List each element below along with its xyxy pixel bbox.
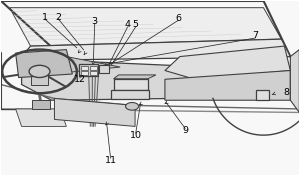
Bar <box>114 79 148 90</box>
Text: 9: 9 <box>182 126 188 135</box>
Polygon shape <box>31 56 49 84</box>
Polygon shape <box>16 50 72 77</box>
Text: 8: 8 <box>284 88 290 97</box>
Circle shape <box>125 102 139 110</box>
Bar <box>99 65 109 73</box>
Polygon shape <box>22 39 290 60</box>
Bar <box>81 71 88 75</box>
Polygon shape <box>22 56 290 100</box>
Text: 2: 2 <box>55 13 61 22</box>
Text: 11: 11 <box>105 156 117 165</box>
Bar <box>256 90 268 100</box>
Text: 3: 3 <box>92 17 98 26</box>
Polygon shape <box>32 100 50 109</box>
Polygon shape <box>16 109 66 126</box>
Text: 5: 5 <box>133 20 139 29</box>
Polygon shape <box>165 71 290 100</box>
Text: 7: 7 <box>252 32 258 40</box>
Polygon shape <box>54 99 135 126</box>
Bar <box>81 66 88 70</box>
Polygon shape <box>290 50 299 112</box>
Polygon shape <box>165 46 290 79</box>
Text: 12: 12 <box>74 75 86 84</box>
Text: 6: 6 <box>176 14 182 23</box>
Circle shape <box>29 65 50 77</box>
Polygon shape <box>10 8 281 46</box>
Bar <box>111 90 149 99</box>
Text: 10: 10 <box>130 131 142 140</box>
Bar <box>79 64 98 76</box>
Polygon shape <box>114 75 156 79</box>
Bar <box>90 71 97 75</box>
Text: 1: 1 <box>42 13 48 22</box>
Text: 4: 4 <box>124 20 130 29</box>
Polygon shape <box>22 56 120 74</box>
Bar <box>90 66 97 70</box>
